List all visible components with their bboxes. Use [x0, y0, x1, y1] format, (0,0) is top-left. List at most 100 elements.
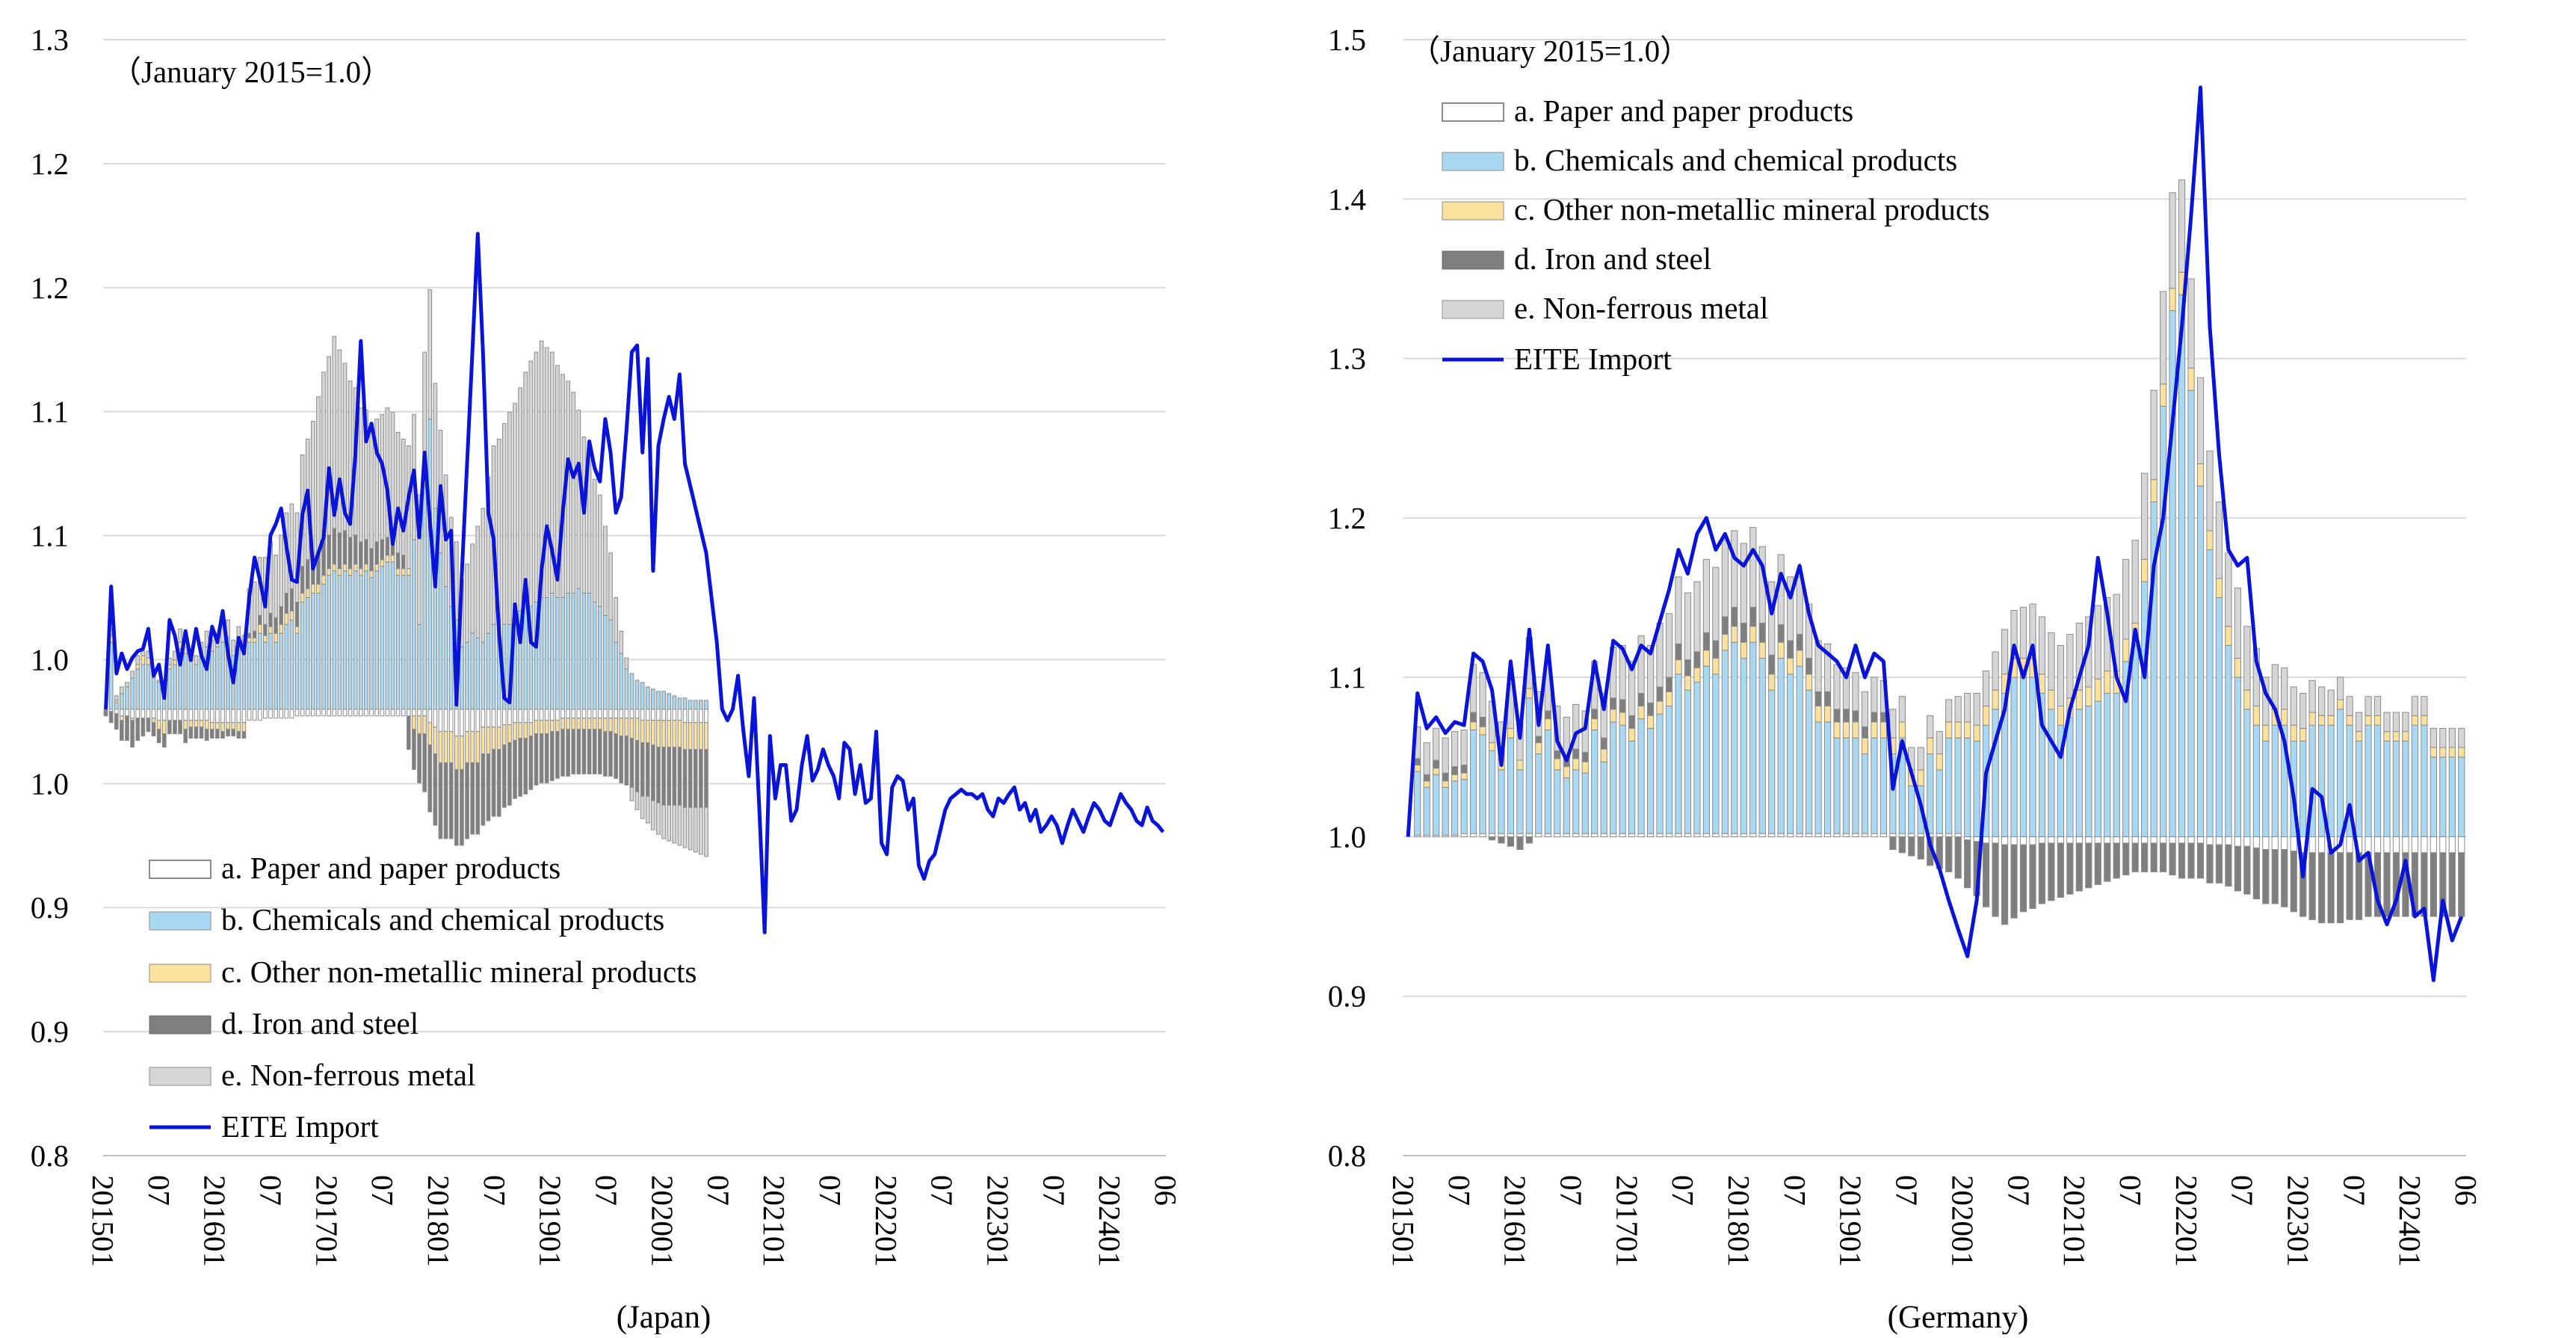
germany-bar-iron: [2169, 842, 2176, 876]
germany-bar-mineral: [1852, 721, 1859, 739]
germany-bar-mineral: [1665, 691, 1673, 707]
germany-bar-chemicals: [1731, 641, 1738, 834]
japan-legend-label-paper: a. Paper and paper products: [221, 851, 560, 885]
germany-bar-paper: [1833, 833, 1841, 837]
germany-bar-chemicals: [2402, 740, 2409, 837]
japan-bar-mineral: [220, 722, 225, 733]
germany-legend-label-chemicals: b. Chemicals and chemical products: [1514, 143, 1957, 177]
germany-bar-mineral: [2234, 658, 2242, 678]
germany-bar-mineral: [2383, 731, 2391, 742]
germany-bar-iron: [1787, 640, 1794, 659]
japan-bar-paper: [614, 709, 618, 719]
japan-x-tick-label: 07: [813, 1175, 847, 1206]
germany-bar-mineral: [1600, 748, 1607, 762]
japan-bar-paper: [486, 709, 491, 728]
japan-bar-nonferrous: [289, 503, 294, 590]
germany-y-tick-label: 1.2: [1328, 501, 1366, 535]
germany-bar-iron: [2057, 842, 2065, 898]
germany-bar-paper: [2421, 836, 2428, 854]
germany-bar-nonferrous: [1740, 543, 1747, 624]
japan-bar-paper: [374, 709, 380, 717]
germany-bar-chemicals: [1460, 779, 1468, 834]
germany-bar-mineral: [1646, 715, 1655, 729]
germany-bar-chemicals: [2066, 716, 2074, 837]
germany-bar-chemicals: [1693, 682, 1701, 834]
japan-bar-nonferrous: [581, 437, 587, 594]
germany-bar-mineral: [2196, 463, 2205, 487]
germany-bar-iron: [1992, 842, 1999, 917]
germany-bar-mineral: [1507, 727, 1515, 739]
japan-y-tick-label: 0.9: [31, 890, 69, 925]
germany-bar-paper: [2029, 836, 2036, 845]
germany-bar-nonferrous: [2169, 192, 2176, 289]
japan-y-tick-label: 0.8: [31, 1138, 69, 1173]
germany-bar-mineral: [1982, 706, 1990, 726]
japan-bar-paper: [433, 709, 438, 728]
germany-bar-nonferrous: [1964, 692, 1971, 723]
japan-bar-nonferrous: [682, 807, 688, 848]
germany-bar-iron: [2346, 852, 2353, 920]
japan-bar-nonferrous: [204, 630, 209, 647]
germany-bar-iron: [1712, 640, 1720, 659]
germany-bar-chemicals: [2029, 676, 2036, 837]
japan-bar-mineral: [592, 718, 597, 730]
japan-bar-paper: [560, 709, 565, 719]
germany-x-tick-label: 201901: [1834, 1175, 1868, 1267]
germany-bar-chemicals: [1880, 737, 1888, 834]
germany-bar-iron: [2327, 852, 2335, 924]
japan-bar-mineral: [438, 731, 443, 763]
germany-legend-swatch-mineral: [1442, 201, 1504, 221]
japan-bar-nonferrous: [274, 555, 278, 618]
germany-bar-chemicals: [2448, 756, 2456, 837]
germany-bar-chemicals: [2225, 644, 2232, 837]
japan-bar-mineral: [475, 731, 481, 763]
japan-bar-paper: [587, 709, 592, 719]
japan-bar-chemicals: [274, 641, 278, 710]
japan-bar-mineral: [460, 736, 464, 770]
japan-bar-iron: [481, 753, 486, 826]
japan-bar-mineral: [268, 626, 273, 634]
germany-bar-paper: [1992, 836, 1999, 844]
japan-bar-nonferrous: [501, 423, 507, 625]
germany-bar-nonferrous: [1787, 576, 1794, 641]
japan-bar-mineral: [226, 722, 230, 730]
germany-bar-chemicals: [2196, 485, 2205, 837]
japan-bar-iron: [688, 749, 693, 808]
germany-bar-mineral: [1572, 758, 1580, 771]
japan-bar-nonferrous: [433, 383, 438, 509]
japan-bar-mineral: [422, 715, 427, 735]
japan-bar-paper: [289, 709, 294, 719]
germany-bar-mineral: [2243, 689, 2251, 710]
germany-bar-chemicals: [1833, 737, 1841, 834]
japan-bar-iron: [294, 601, 300, 627]
japan-bar-paper: [412, 709, 416, 717]
japan-bar-chemicals: [661, 691, 666, 710]
japan-bar-nonferrous: [513, 403, 517, 616]
germany-bar-nonferrous: [2159, 291, 2167, 385]
japan-bar-chemicals: [475, 637, 481, 710]
germany-bar-paper: [1768, 833, 1776, 837]
japan-bar-paper: [194, 709, 199, 721]
germany-bar-mineral: [1563, 766, 1570, 779]
germany-legend-item-iron: d. Iron and steel: [1442, 241, 1711, 276]
japan-bar-paper: [327, 709, 332, 717]
japan-bar-iron: [597, 729, 602, 774]
japan-bar-paper: [581, 709, 587, 719]
germany-bar-chemicals: [1600, 761, 1607, 834]
germany-bar-paper: [1889, 833, 1897, 837]
japan-bar-iron: [108, 711, 114, 724]
japan-bar-paper: [310, 709, 315, 717]
japan-x-tick-label: 07: [365, 1175, 400, 1206]
germany-bar-paper: [1702, 833, 1711, 837]
japan-bar-iron: [454, 768, 459, 846]
japan-bar-iron: [581, 729, 587, 774]
germany-bar-paper: [1982, 836, 1990, 844]
japan-bar-chemicals: [460, 646, 464, 710]
germany-bar-iron: [1498, 836, 1505, 844]
japan-bar-chemicals: [321, 584, 326, 710]
germany-bar-nonferrous: [1479, 672, 1486, 718]
japan-bar-nonferrous: [629, 786, 634, 801]
germany-bar-iron: [1898, 836, 1906, 854]
japan-bar-mineral: [486, 727, 491, 755]
germany-bar-chemicals: [1712, 673, 1720, 834]
